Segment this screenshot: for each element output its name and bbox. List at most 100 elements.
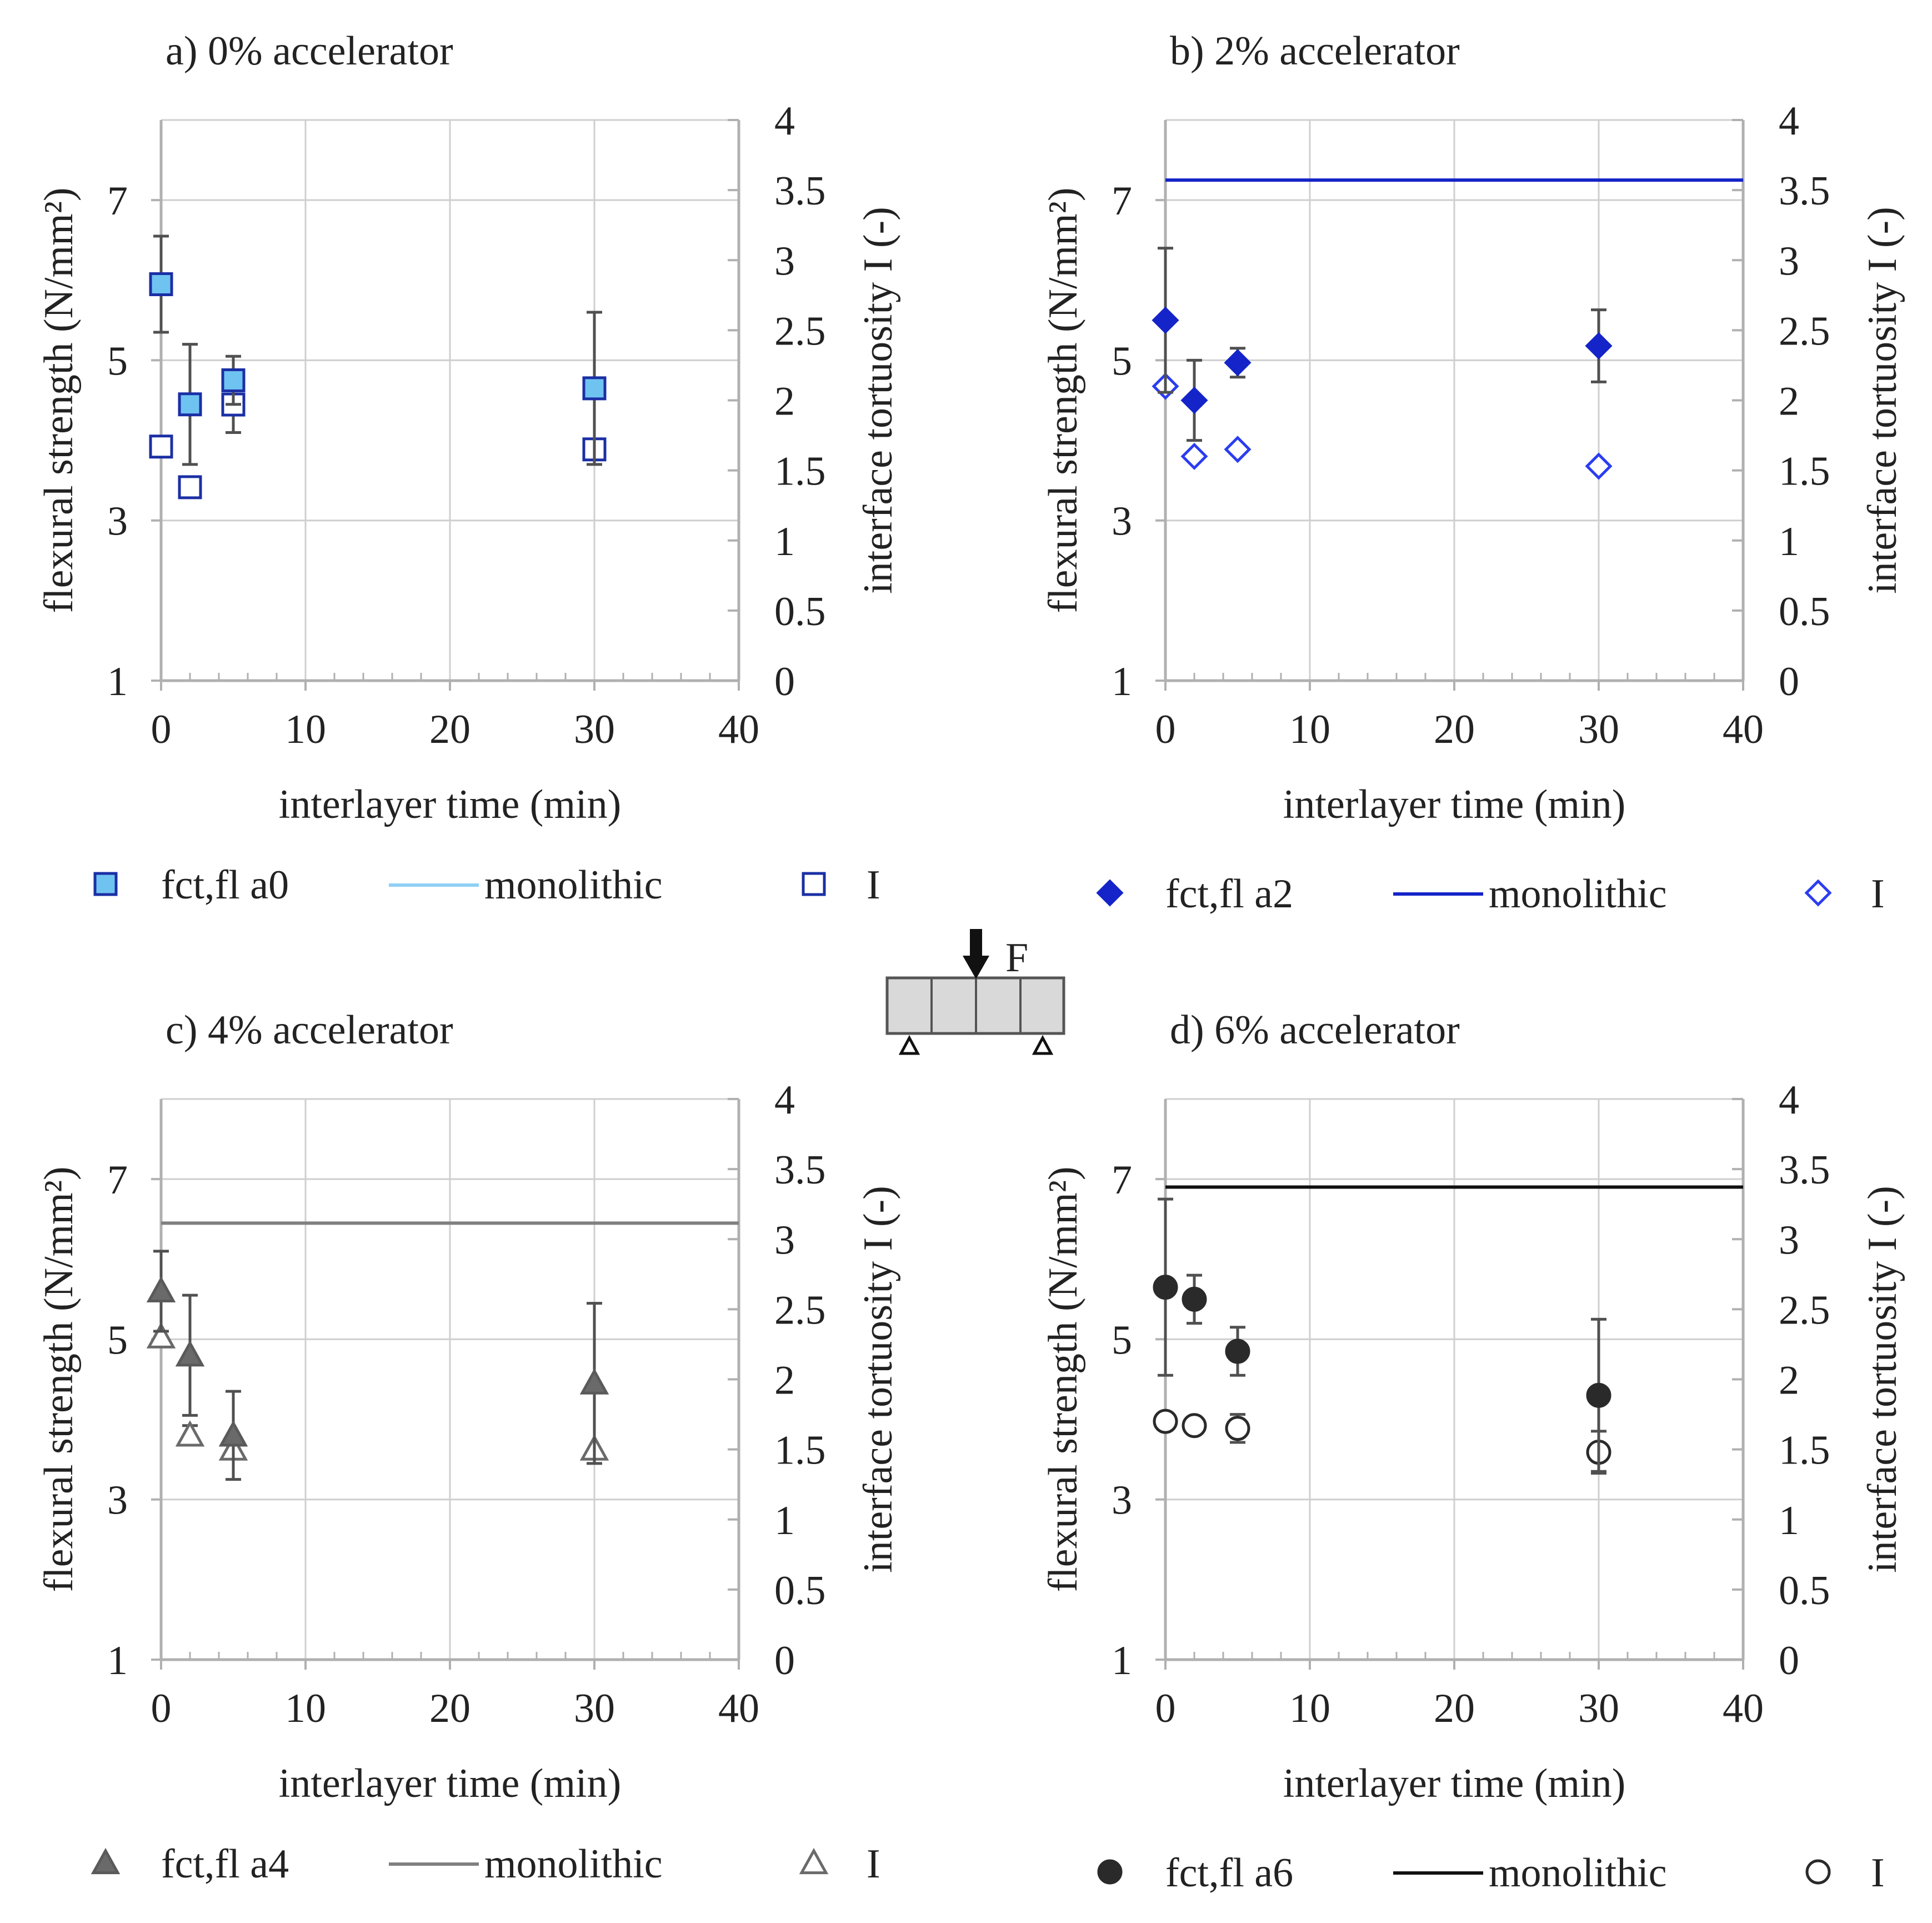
y-axis-label: flexural strength (N/mm²) [1040, 1166, 1086, 1592]
y-tick-label: 3 [1112, 1478, 1132, 1524]
y2-tick-label: 0 [774, 1638, 795, 1684]
strength-point [149, 272, 173, 296]
legend-monolithic-label: monolithic [484, 862, 663, 908]
y2-tick-label: 2.5 [1779, 308, 1830, 354]
force-arrow-head [963, 956, 989, 979]
y-tick-label: 3 [1112, 499, 1132, 545]
strength-point [582, 376, 607, 401]
y-axis-label: flexural strength (N/mm²) [36, 187, 82, 613]
legend-strength-label: fct,fl a6 [1165, 1850, 1293, 1896]
y-tick-label: 5 [107, 338, 128, 384]
x-tick-label: 20 [429, 1686, 471, 1731]
y2-tick-label: 1.5 [1779, 449, 1830, 495]
strength-point [1585, 332, 1613, 360]
y2-tick-label: 1 [1779, 519, 1799, 565]
chart-title: b) 2% accelerator [1170, 28, 1460, 74]
x-tick-label: 10 [285, 707, 326, 752]
three-point-bending-diagram: F [885, 929, 1065, 1055]
y-tick-label: 7 [1112, 1157, 1132, 1203]
y-tick-label: 5 [107, 1317, 128, 1363]
y-tick-label: 7 [1112, 178, 1132, 224]
support-right [1032, 1035, 1054, 1055]
y-tick-label: 7 [107, 1157, 128, 1203]
y-tick-label: 1 [107, 1638, 128, 1684]
x-tick-label: 0 [151, 707, 172, 752]
legend-strength-marker [1096, 879, 1124, 907]
legend-monolithic-label: monolithic [484, 1841, 663, 1887]
y2-tick-label: 3.5 [774, 168, 826, 214]
x-tick-label: 30 [574, 1686, 615, 1731]
y2-tick-label: 3 [1779, 238, 1799, 284]
y-tick-label: 1 [1112, 1638, 1132, 1684]
x-tick-label: 20 [1434, 1686, 1475, 1731]
x-axis-label: interlayer time (min) [1283, 782, 1625, 827]
y2-tick-label: 0.5 [1779, 1568, 1830, 1614]
y2-axis-label: interface tortuosity I (-) [855, 1186, 901, 1573]
y2-tick-label: 2 [1779, 379, 1799, 424]
y-tick-label: 3 [107, 1478, 128, 1524]
y2-tick-label: 1.5 [774, 1428, 826, 1474]
x-axis-label: interlayer time (min) [1283, 1761, 1625, 1806]
strength-point [146, 1276, 176, 1303]
chart-title: c) 4% accelerator [166, 1007, 453, 1053]
x-tick-label: 30 [1578, 1686, 1619, 1731]
y2-tick-label: 2.5 [774, 308, 826, 354]
x-tick-label: 20 [1434, 707, 1475, 752]
y2-tick-label: 0.5 [774, 1568, 826, 1614]
tortuosity-point [1224, 436, 1252, 463]
x-axis-label: interlayer time (min) [279, 782, 621, 827]
y-axis-label: flexural strength (N/mm²) [1040, 187, 1086, 613]
y2-tick-label: 0 [1779, 1638, 1799, 1684]
y2-tick-label: 1 [1779, 1498, 1799, 1544]
tortuosity-point [178, 475, 202, 500]
legend-tortuosity-label: I [867, 862, 880, 908]
y2-tick-label: 3.5 [774, 1147, 826, 1193]
legend-strength-label: fct,fl a0 [161, 862, 289, 908]
legend-strength-marker [91, 1847, 121, 1875]
legend-strength-marker [1097, 1859, 1123, 1885]
y2-tick-label: 4 [1779, 98, 1799, 144]
tortuosity-point [1225, 1416, 1250, 1441]
tortuosity-point [175, 1420, 205, 1447]
y2-tick-label: 0.5 [774, 589, 826, 635]
legend: fct,fl a0 monolithic I [93, 862, 880, 908]
y-tick-label: 3 [107, 499, 128, 545]
legend-tortuosity-marker [799, 1847, 829, 1875]
y2-tick-label: 0 [1779, 659, 1799, 705]
legend-tortuosity-marker [1805, 1859, 1831, 1885]
strength-point [218, 1420, 248, 1447]
y-tick-label: 5 [1112, 1317, 1132, 1363]
y-tick-label: 1 [107, 659, 128, 705]
y2-tick-label: 2.5 [1779, 1287, 1830, 1333]
chart-panel-3: c) 4% accelerator 0 10 20 30 40 1 3 5 7 0 0.5 1 1.5 2 2… [36, 1007, 901, 1887]
legend-tortuosity-label: I [867, 1841, 880, 1887]
tortuosity-point [1182, 1413, 1207, 1438]
y2-tick-label: 2 [774, 379, 795, 424]
x-tick-label: 40 [718, 707, 759, 752]
y2-tick-label: 3 [774, 238, 795, 284]
strength-point [178, 392, 202, 417]
legend-tortuosity-marker [1804, 879, 1832, 907]
support-left [898, 1035, 920, 1055]
tortuosity-point [149, 434, 173, 459]
chart-title: a) 0% accelerator [166, 28, 453, 74]
y2-tick-label: 3.5 [1779, 168, 1830, 214]
strength-point [1180, 386, 1208, 414]
strength-point [175, 1340, 205, 1367]
x-axis-label: interlayer time (min) [279, 1761, 621, 1806]
y2-tick-label: 1 [774, 519, 795, 565]
strength-point [579, 1368, 609, 1395]
y2-tick-label: 3 [774, 1217, 795, 1263]
tortuosity-point [1585, 452, 1613, 480]
x-tick-label: 40 [1723, 1686, 1764, 1731]
x-tick-label: 10 [285, 1686, 326, 1731]
x-tick-label: 30 [1578, 707, 1619, 752]
legend-monolithic-label: monolithic [1489, 871, 1667, 917]
strength-point [1152, 306, 1179, 334]
tortuosity-point [146, 1322, 176, 1348]
legend-tortuosity-label: I [1871, 871, 1885, 917]
legend-strength-marker [93, 872, 118, 896]
strength-point [1586, 1382, 1611, 1408]
legend-strength-label: fct,fl a2 [1165, 871, 1293, 917]
